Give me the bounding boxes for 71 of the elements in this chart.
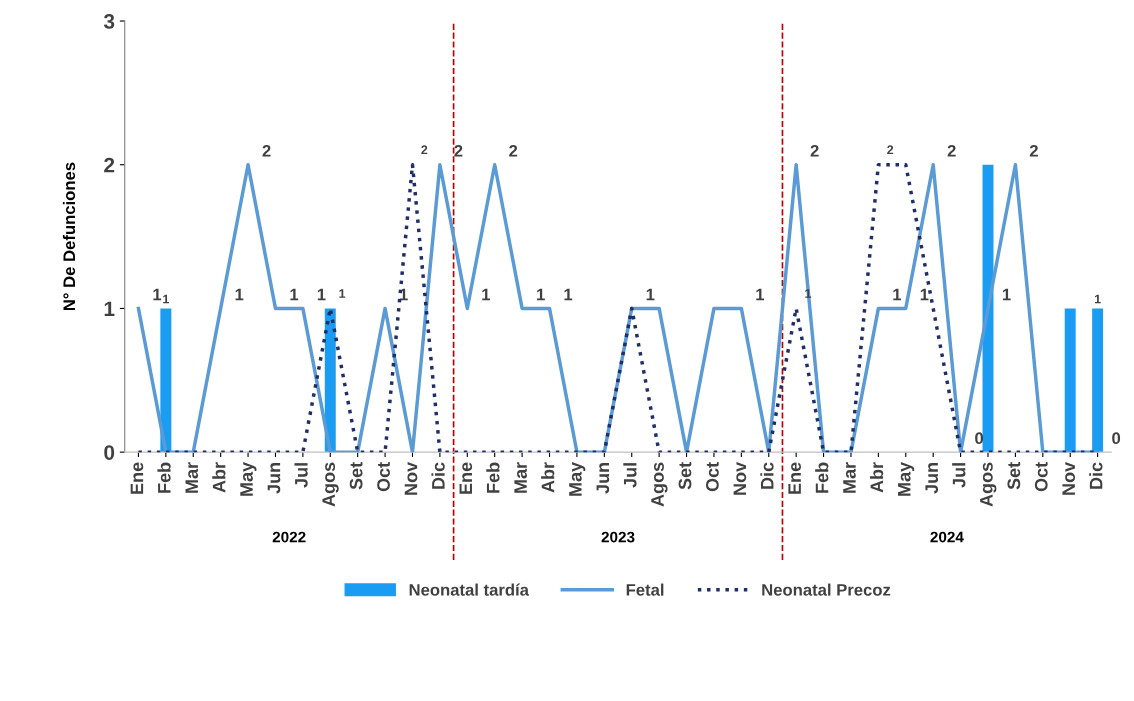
x-tick-label: May (569, 461, 586, 496)
x-tick-label: Jun (267, 462, 281, 494)
x-tick-label: Agos (322, 462, 339, 507)
x-tick-label: May (240, 461, 257, 496)
x-tick-label: Oct (706, 462, 719, 492)
data-label: 2 (509, 144, 518, 157)
x-tick-label: Ene (130, 462, 144, 494)
data-label: 1 (564, 288, 573, 301)
x-tick-label: Jun (925, 462, 939, 494)
data-label: 1 (482, 288, 490, 301)
data-label: 2 (810, 144, 819, 157)
y-tick-label: 2 (104, 157, 115, 173)
y-tick-label: 0 (104, 445, 115, 460)
data-label: 1 (646, 288, 655, 301)
x-tick-label: Agos (980, 462, 997, 507)
y-tick-label: 1 (104, 301, 115, 316)
x-tick-label: Dic (1089, 462, 1103, 489)
x-tick-label: Jul (952, 463, 966, 488)
x-tick-label: Set (1007, 462, 1021, 490)
data-label: 0 (1112, 432, 1121, 445)
x-tick-label: Dic (431, 462, 445, 489)
x-tick-label: Nov (404, 461, 418, 495)
x-tick-label: Nov (733, 461, 747, 495)
data-label: 2 (454, 144, 463, 157)
x-tick-label: Abr (212, 462, 226, 493)
data-label: 2 (887, 145, 894, 155)
x-tick-label: Nov (1062, 461, 1076, 495)
data-label: 1 (290, 288, 299, 301)
x-tick-label: Oct (1034, 462, 1048, 492)
x-tick-label: Mar (843, 462, 856, 493)
x-tick-label: May (898, 461, 915, 496)
data-label: 2 (947, 144, 956, 157)
data-label: 1 (756, 288, 765, 301)
data-label: 1 (235, 288, 244, 301)
x-tick-label: Set (349, 462, 363, 490)
x-tick-label: Abr (869, 462, 884, 493)
y-axis-title: N° De Defunciones (62, 162, 76, 311)
text: 2024 (930, 531, 964, 543)
data-label: 1 (1002, 288, 1011, 301)
x-tick-label: Feb (486, 462, 500, 493)
text: 2023 (601, 531, 635, 543)
x-tick-label: Dic (760, 462, 774, 489)
x-tick-label: Ene (459, 462, 473, 494)
data-label: 1 (1094, 294, 1101, 304)
x-tick-label: Ene (788, 462, 802, 494)
x-tick-label: Feb (815, 462, 829, 493)
data-label: 2 (421, 145, 428, 155)
data-label: 2 (1029, 144, 1038, 157)
x-tick-label: Jul (294, 463, 308, 488)
x-tick-label: Mar (185, 462, 199, 493)
data-label: 1 (153, 288, 162, 301)
x-tick-label: Mar (514, 462, 527, 493)
data-label: 1 (163, 294, 169, 304)
data-label: 1 (920, 288, 929, 301)
x-tick-label: Jul (623, 463, 637, 488)
data-label: 1 (317, 288, 326, 301)
data-label: 1 (537, 288, 545, 301)
x-tick-label: Set (678, 462, 692, 490)
y-tick-label: 3 (103, 14, 115, 29)
x-tick-label: Jun (596, 462, 610, 494)
data-label: 1 (339, 289, 346, 298)
data-label: 1 (893, 288, 902, 301)
legend-label: Neonatal tardía (409, 583, 530, 596)
x-tick-label: Oct (377, 462, 390, 492)
x-tick-label: Abr (541, 462, 555, 493)
legend-label: Neonatal Precoz (762, 583, 891, 596)
x-tick-label: Agos (651, 462, 668, 507)
data-label: 2 (262, 144, 271, 157)
text: 2022 (272, 531, 306, 543)
legend-label: Fetal (626, 583, 664, 596)
x-tick-label: Feb (157, 462, 171, 493)
